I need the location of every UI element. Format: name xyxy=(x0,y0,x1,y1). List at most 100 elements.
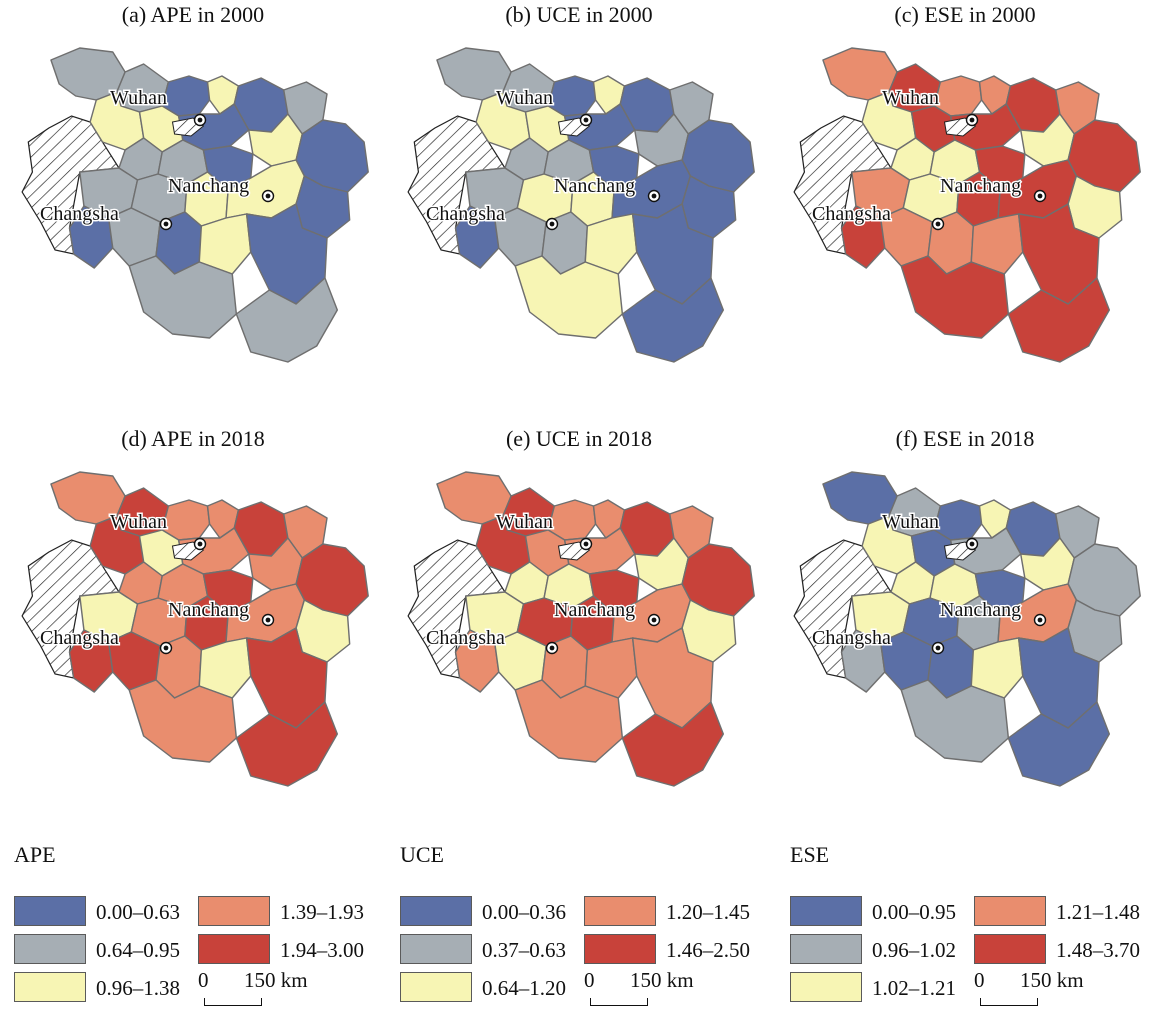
legend-label: 1.46–2.50 xyxy=(666,938,750,962)
legend-swatch xyxy=(790,896,862,926)
changsha-city-marker-dot xyxy=(163,645,169,651)
changsha-label: Changsha xyxy=(426,203,505,225)
choropleth-map: Wuhan Nanchang Changsha xyxy=(793,47,1141,363)
choropleth-map: Wuhan Nanchang Changsha xyxy=(21,47,369,363)
panel-title: (e) UCE in 2018 xyxy=(505,426,653,451)
map-region xyxy=(631,203,714,305)
scale-bar: 0 150 km xyxy=(198,968,318,1008)
scale-zero: 0 xyxy=(974,968,985,992)
legend-swatch xyxy=(14,934,86,964)
legend-label: 0.64–1.20 xyxy=(482,976,566,1000)
excluded-area-hatch xyxy=(793,115,892,255)
map-region xyxy=(621,277,725,363)
choropleth-map: Wuhan Nanchang Changsha xyxy=(793,471,1141,787)
map-region xyxy=(1017,203,1100,305)
nanchang-label: Nanchang xyxy=(554,599,635,621)
changsha-city-marker-dot xyxy=(935,221,941,227)
changsha-label: Changsha xyxy=(40,627,119,649)
legend-swatch xyxy=(974,934,1046,964)
wuhan-label: Wuhan xyxy=(496,511,553,533)
excluded-area-hatch xyxy=(21,115,120,255)
legend-label: 0.96–1.38 xyxy=(96,976,180,1000)
changsha-label: Changsha xyxy=(426,627,505,649)
wuhan-city-marker-dot xyxy=(583,117,589,123)
map-region xyxy=(514,255,624,339)
legend-swatch xyxy=(584,934,656,964)
nanchang-label: Nanchang xyxy=(554,175,635,197)
choropleth-map: Wuhan Nanchang Changsha xyxy=(407,47,755,363)
legend-label: 1.94–3.00 xyxy=(280,938,364,962)
legend-label: 0.37–0.63 xyxy=(482,938,566,962)
excluded-area-hatch xyxy=(793,539,892,679)
legend-label: 1.21–1.48 xyxy=(1056,900,1140,924)
changsha-city-marker-dot xyxy=(163,221,169,227)
nanchang-label: Nanchang xyxy=(940,599,1021,621)
legend-swatch xyxy=(14,972,86,1002)
panel-title: (b) UCE in 2000 xyxy=(505,2,653,27)
nanchang-city-marker-dot xyxy=(265,193,271,199)
scale-line xyxy=(980,998,1038,1006)
wuhan-label: Wuhan xyxy=(110,87,167,109)
legend-swatch xyxy=(974,896,1046,926)
panel-title: (c) ESE in 2000 xyxy=(894,2,1036,27)
nanchang-city-marker-dot xyxy=(1037,193,1043,199)
map-region xyxy=(621,701,725,787)
map-panel-c: (c) ESE in 2000 Wuhan Nanchang Changsha xyxy=(772,0,1158,400)
legend-swatch xyxy=(400,896,472,926)
changsha-city-marker-dot xyxy=(549,221,555,227)
legend-swatch xyxy=(400,972,472,1002)
scale-bar: 0 150 km xyxy=(584,968,704,1008)
map-region xyxy=(1007,277,1111,363)
map-panel-f: (f) ESE in 2018 Wuhan Nanchang Changsha xyxy=(772,424,1158,824)
nanchang-city-marker-dot xyxy=(1037,617,1043,623)
changsha-city-marker-dot xyxy=(549,645,555,651)
wuhan-label: Wuhan xyxy=(882,87,939,109)
wuhan-city-marker-dot xyxy=(197,117,203,123)
map-region xyxy=(1017,627,1100,729)
legend-uce: UCE 0.00–0.36 0.37–0.63 0.64–1.20 1.20–1… xyxy=(400,838,780,1008)
legend-label: 0.00–0.95 xyxy=(872,900,956,924)
legend-swatch xyxy=(198,934,270,964)
nanchang-city-marker-dot xyxy=(265,617,271,623)
choropleth-map: Wuhan Nanchang Changsha xyxy=(407,471,755,787)
changsha-label: Changsha xyxy=(40,203,119,225)
map-region xyxy=(128,679,238,763)
legend-label: 0.96–1.02 xyxy=(872,938,956,962)
map-region xyxy=(900,255,1010,339)
map-region xyxy=(235,701,339,787)
map-panel-e: (e) UCE in 2018 Wuhan Nanchang Changsha xyxy=(386,424,772,824)
wuhan-label: Wuhan xyxy=(882,511,939,533)
nanchang-label: Nanchang xyxy=(940,175,1021,197)
wuhan-city-marker-dot xyxy=(969,541,975,547)
legend-swatch xyxy=(400,934,472,964)
scale-zero: 0 xyxy=(584,968,595,992)
wuhan-city-marker-dot xyxy=(197,541,203,547)
legend-label: 0.00–0.36 xyxy=(482,900,566,924)
panel-title: (f) ESE in 2018 xyxy=(895,426,1035,451)
map-panel-d: (d) APE in 2018 Wuhan Nanchang Changsha xyxy=(0,424,386,824)
map-region xyxy=(1007,701,1111,787)
panel-title: (a) APE in 2000 xyxy=(121,2,265,27)
legend-swatch xyxy=(198,896,270,926)
scale-length: 150 km xyxy=(244,968,308,992)
legend-label: 1.48–3.70 xyxy=(1056,938,1140,962)
nanchang-label: Nanchang xyxy=(168,175,249,197)
nanchang-city-marker-dot xyxy=(651,193,657,199)
legend-swatch xyxy=(790,972,862,1002)
scale-bar: 0 150 km xyxy=(974,968,1094,1008)
legend-title: ESE xyxy=(790,842,830,867)
nanchang-city-marker-dot xyxy=(651,617,657,623)
legend-label: 1.02–1.21 xyxy=(872,976,956,1000)
changsha-label: Changsha xyxy=(812,203,891,225)
wuhan-label: Wuhan xyxy=(496,87,553,109)
legend-ese: ESE 0.00–0.95 0.96–1.02 1.02–1.21 1.21–1… xyxy=(790,838,1160,1008)
scale-zero: 0 xyxy=(198,968,209,992)
legend-swatch xyxy=(14,896,86,926)
scale-length: 150 km xyxy=(630,968,694,992)
scale-length: 150 km xyxy=(1020,968,1084,992)
map-region xyxy=(128,255,238,339)
wuhan-city-marker-dot xyxy=(583,541,589,547)
changsha-city-marker-dot xyxy=(935,645,941,651)
map-region xyxy=(900,679,1010,763)
excluded-area-hatch xyxy=(21,539,120,679)
